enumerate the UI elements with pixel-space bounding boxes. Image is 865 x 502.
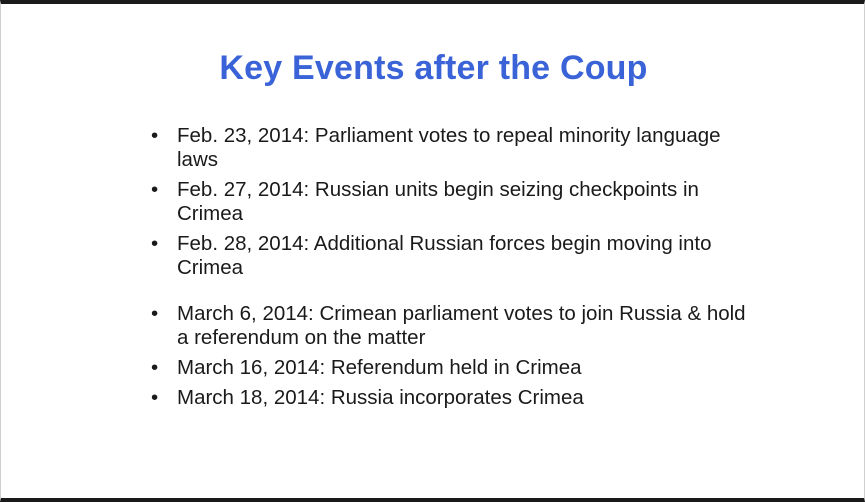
- list-item-text: Feb. 27, 2014: Russian units begin seizi…: [177, 178, 699, 225]
- bullet-icon: •: [151, 178, 159, 201]
- list-item: • March 16, 2014: Referendum held in Cri…: [151, 356, 751, 380]
- bullet-icon: •: [151, 356, 159, 379]
- list-item: • Feb. 27, 2014: Russian units begin sei…: [151, 178, 751, 226]
- bullet-icon: •: [151, 386, 159, 409]
- bullet-icon: •: [151, 302, 159, 325]
- list-item: • Feb. 28, 2014: Additional Russian forc…: [151, 232, 751, 280]
- list-item-text: Feb. 23, 2014: Parliament votes to repea…: [177, 124, 721, 171]
- list-item-text: March 6, 2014: Crimean parliament votes …: [177, 302, 746, 349]
- bullet-icon: •: [151, 124, 159, 147]
- list-item: • March 6, 2014: Crimean parliament vote…: [151, 302, 751, 350]
- list-item: • March 18, 2014: Russia incorporates Cr…: [151, 386, 751, 410]
- slide-title: Key Events after the Coup: [219, 49, 648, 87]
- list-item-text: Feb. 28, 2014: Additional Russian forces…: [177, 232, 712, 279]
- list-item-text: March 18, 2014: Russia incorporates Crim…: [177, 386, 584, 409]
- bullet-icon: •: [151, 232, 159, 255]
- bullet-list: • Feb. 23, 2014: Parliament votes to rep…: [151, 124, 751, 416]
- list-item-text: March 16, 2014: Referendum held in Crime…: [177, 356, 582, 379]
- list-item: • Feb. 23, 2014: Parliament votes to rep…: [151, 124, 751, 172]
